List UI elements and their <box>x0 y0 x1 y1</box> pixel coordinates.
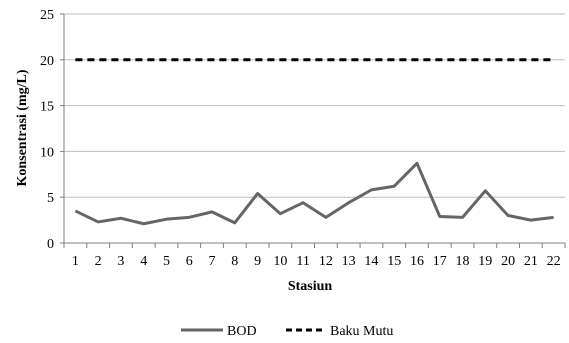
y-tick-label-10: 10 <box>40 145 54 160</box>
x-tick-label-20: 20 <box>501 254 515 269</box>
legend: BOD Baku Mutu <box>181 324 393 339</box>
x-tick-label-8: 8 <box>231 254 238 269</box>
gridlines <box>64 13 565 198</box>
x-tick-label-19: 19 <box>478 254 492 269</box>
x-tick-label-18: 18 <box>456 254 470 269</box>
x-tick-label-14: 14 <box>364 254 378 269</box>
x-tick-label-2: 2 <box>95 254 102 269</box>
y-tick-label-15: 15 <box>40 100 54 115</box>
axes <box>60 13 566 248</box>
x-tick-label-11: 11 <box>296 254 309 269</box>
x-tick-label-10: 10 <box>273 254 287 269</box>
x-tick-label-4: 4 <box>140 254 147 269</box>
x-tick-label-16: 16 <box>410 254 424 269</box>
legend-label-baku-mutu: Baku Mutu <box>330 324 393 339</box>
y-axis-title: Konsentrasi (mg/L) <box>15 69 30 186</box>
x-tick-label-3: 3 <box>117 254 124 269</box>
y-tick-label-25: 25 <box>40 8 54 23</box>
x-tick-label-22: 22 <box>547 254 561 269</box>
x-tick-label-9: 9 <box>254 254 261 269</box>
x-tick-label-13: 13 <box>342 254 356 269</box>
legend-label-bod: BOD <box>227 324 257 339</box>
x-tick-label-21: 21 <box>524 254 538 269</box>
x-tick-label-5: 5 <box>163 254 170 269</box>
y-tick-label-5: 5 <box>47 191 54 206</box>
y-tick-label-0: 0 <box>47 237 54 252</box>
x-tick-label-1: 1 <box>72 254 79 269</box>
x-tick-label-12: 12 <box>319 254 333 269</box>
x-axis-title: Stasiun <box>288 279 333 294</box>
series-lines <box>74 58 554 226</box>
x-tick-label-6: 6 <box>186 254 193 269</box>
y-tick-label-20: 20 <box>40 54 54 69</box>
x-tick-label-15: 15 <box>387 254 401 269</box>
x-tick-label-7: 7 <box>209 254 216 269</box>
x-tick-label-17: 17 <box>433 254 447 269</box>
series-line-bod <box>74 161 554 226</box>
